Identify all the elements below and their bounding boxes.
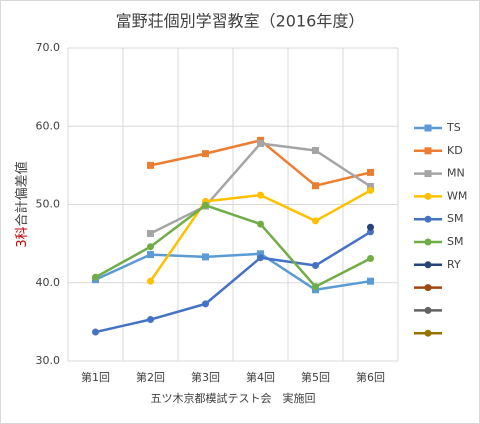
y-tick-label: 60.0 bbox=[36, 119, 61, 132]
data-point bbox=[367, 183, 374, 191]
series-line bbox=[94, 252, 371, 292]
data-point bbox=[312, 262, 319, 270]
data-point bbox=[367, 254, 374, 262]
legend-marker bbox=[424, 124, 432, 132]
legend-marker bbox=[424, 261, 432, 269]
data-point bbox=[92, 328, 99, 336]
data-point bbox=[147, 316, 154, 324]
legend-label: TS bbox=[446, 121, 461, 134]
y-tick-label: 30.0 bbox=[36, 354, 61, 367]
legend-label: KD bbox=[447, 144, 463, 157]
legend-label: RY bbox=[447, 258, 461, 271]
data-point bbox=[367, 223, 374, 231]
data-point bbox=[202, 150, 209, 158]
chart-title: 富野荘個別学習教室（2016年度） bbox=[116, 12, 365, 31]
y-tick-label: 70.0 bbox=[36, 41, 61, 54]
legend-marker bbox=[424, 329, 432, 337]
data-point bbox=[312, 147, 319, 155]
y-tick-label: 40.0 bbox=[36, 276, 61, 289]
x-tick-label: 第2回 bbox=[136, 370, 165, 384]
x-axis-label: 五ツ木京都模試テスト会 実施回 bbox=[151, 391, 316, 405]
data-point bbox=[312, 283, 319, 291]
data-point bbox=[147, 277, 154, 285]
data-point bbox=[257, 254, 264, 262]
data-point bbox=[147, 229, 154, 237]
legend-marker bbox=[424, 215, 432, 223]
data-point bbox=[147, 251, 154, 259]
legend-label: WM bbox=[447, 189, 467, 202]
data-point bbox=[367, 186, 374, 194]
legend-marker bbox=[424, 284, 432, 292]
x-tick-label: 第5回 bbox=[301, 370, 330, 384]
x-tick-label: 第4回 bbox=[246, 370, 275, 384]
data-point bbox=[257, 139, 264, 147]
x-tick-label: 第1回 bbox=[81, 370, 110, 384]
data-point bbox=[257, 220, 264, 228]
data-point bbox=[92, 273, 99, 281]
series-line bbox=[95, 230, 372, 334]
y-tick-label: 50.0 bbox=[36, 198, 61, 211]
legend-label: SM bbox=[447, 212, 463, 225]
legend-marker bbox=[424, 192, 432, 200]
y-axis-label: 3科合計偏差値 bbox=[14, 161, 30, 247]
series-line bbox=[94, 204, 372, 288]
legend-marker bbox=[424, 147, 432, 155]
legend-label: MN bbox=[447, 167, 465, 180]
y-axis-label-part: 合計偏差値 bbox=[14, 161, 30, 226]
y-axis-label-part: 3科 bbox=[15, 226, 30, 247]
data-point bbox=[202, 253, 209, 261]
data-point bbox=[257, 191, 264, 199]
data-point bbox=[202, 201, 209, 209]
data-point bbox=[312, 217, 319, 225]
legend-label: SM bbox=[447, 235, 463, 248]
data-point bbox=[367, 168, 374, 176]
data-point bbox=[147, 243, 154, 251]
x-tick-label: 第3回 bbox=[191, 370, 220, 384]
data-point bbox=[202, 300, 209, 308]
legend-marker bbox=[424, 170, 432, 178]
data-point bbox=[367, 277, 374, 285]
data-point bbox=[312, 182, 319, 190]
legend-marker bbox=[424, 238, 432, 246]
legend-marker bbox=[424, 306, 432, 314]
data-point bbox=[257, 250, 264, 258]
data-point bbox=[147, 161, 154, 169]
x-tick-label: 第6回 bbox=[356, 370, 385, 384]
